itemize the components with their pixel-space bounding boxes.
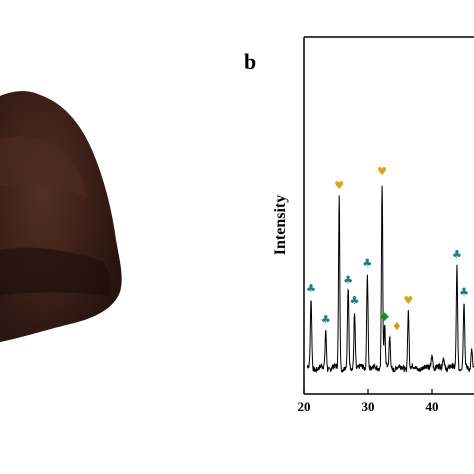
club-icon: ♣ <box>350 294 360 307</box>
x-tick-label: 30 <box>362 399 375 414</box>
powder-photo <box>0 91 122 343</box>
heart-icon: ♥ <box>403 294 413 307</box>
xrd-trace <box>306 185 474 374</box>
club-icon: ♣ <box>306 282 316 295</box>
heart-icon: ♥ <box>334 179 344 192</box>
y-axis-label: Intensity <box>272 195 289 255</box>
x-tick-label: 40 <box>426 399 439 414</box>
x-tick-label: 20 <box>298 399 311 414</box>
peak-markers: ♣♣♥♣♣♣♥◆♦♥♣♣♦ <box>306 165 474 343</box>
green-diamond-icon: ◆ <box>380 310 389 323</box>
club-icon: ♣ <box>343 274 353 287</box>
panel-letter: b <box>244 49 256 74</box>
club-icon: ♣ <box>452 248 462 261</box>
diamond-icon: ♦ <box>392 320 402 333</box>
x-ticks: 20 30 40 <box>298 389 439 414</box>
club-icon: ♣ <box>321 313 331 326</box>
club-icon: ♣ <box>362 256 372 269</box>
heart-icon: ♥ <box>377 165 387 178</box>
club-icon: ♣ <box>459 286 469 299</box>
